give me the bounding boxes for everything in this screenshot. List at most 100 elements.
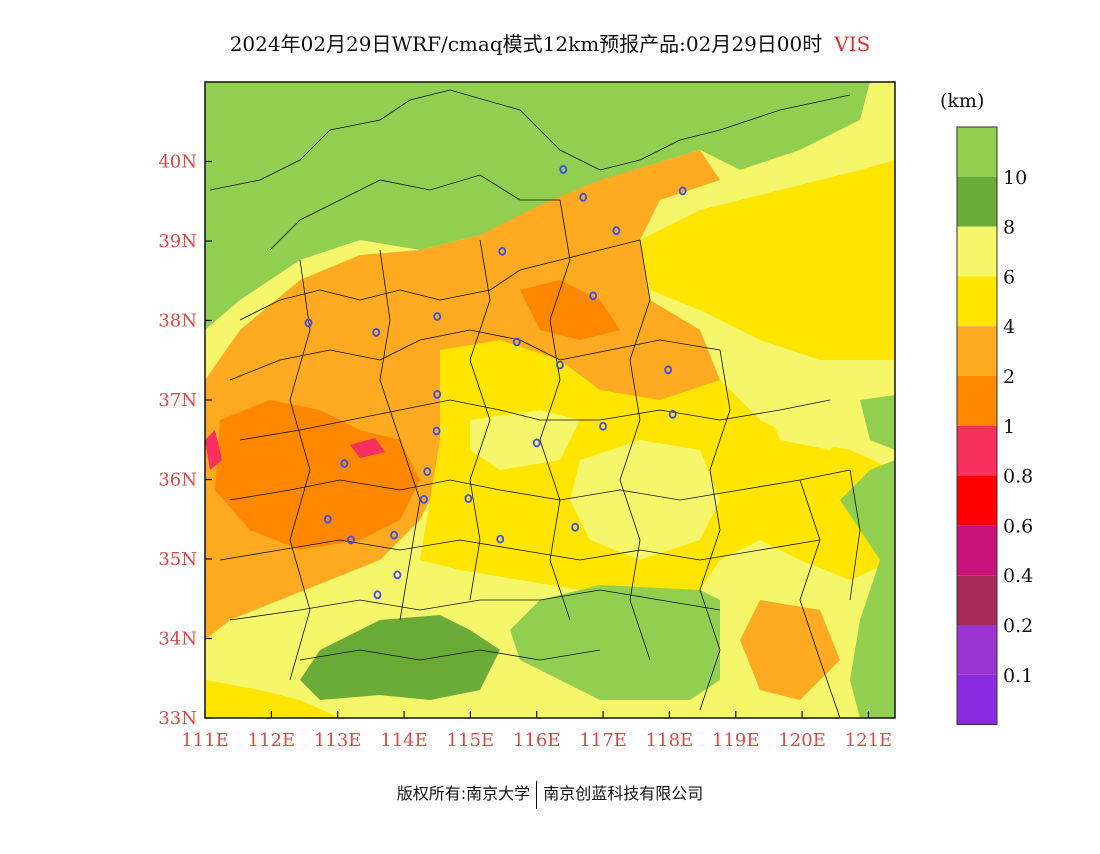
city-marker — [372, 328, 381, 337]
axis-ticks: 111E 112E 113E 114E 115E 116E 117E 118E 119E 120E… — [158, 152, 892, 752]
colorbar-swatch — [957, 127, 997, 177]
lat-tick-label: 33N — [158, 708, 197, 729]
copyright-footer: 版权所有:南京大学 南京创蓝科技有限公司 — [0, 780, 1100, 809]
colorbar-label: 0.1 — [1003, 665, 1033, 687]
lat-tick-label: 34N — [158, 629, 197, 650]
city-marker — [432, 426, 441, 436]
city-marker — [668, 409, 677, 419]
city-marker — [556, 360, 564, 370]
colorbar-label: 4 — [1003, 316, 1015, 338]
visibility-field — [205, 82, 895, 718]
city-marker — [664, 365, 672, 375]
green-zone-coast — [860, 395, 895, 450]
colorbar-swatch — [957, 176, 997, 227]
colorbar-swatch — [957, 575, 997, 625]
paleyellow-interior-2 — [570, 440, 720, 560]
colorbar-label: 0.4 — [1003, 565, 1033, 587]
lat-tick-label: 39N — [158, 231, 197, 252]
lat-tick-label: 38N — [158, 311, 197, 332]
title-main: 2024年02月29日WRF/cmaq模式12km预报产品:02月29日00时 — [229, 32, 823, 56]
paleyellow-northeast — [700, 82, 895, 200]
title-variable: VIS — [834, 32, 871, 56]
lon-tick-label: 111E — [181, 730, 229, 751]
lat-tick-label: 35N — [158, 549, 197, 570]
city-marker — [433, 390, 442, 399]
lon-tick-label: 117E — [579, 730, 627, 751]
lon-tick-label: 112E — [248, 730, 296, 751]
city-marker — [420, 494, 428, 504]
colorbar-swatch — [957, 376, 997, 426]
city-marker — [347, 535, 355, 545]
lat-tick-label: 37N — [158, 390, 197, 411]
city-marker — [496, 534, 505, 544]
green-zone-south — [510, 585, 720, 700]
colorbar-swatch — [957, 625, 997, 675]
lon-tick-label: 119E — [712, 730, 760, 751]
yellow-east — [640, 160, 895, 360]
city-marker — [433, 312, 442, 321]
lon-tick-label: 121E — [845, 730, 893, 751]
yellow-southwest — [205, 680, 340, 718]
city-marker — [390, 530, 398, 540]
darkgreen-zone-south — [300, 615, 500, 700]
admin-boundaries — [209, 89, 861, 718]
colorbar-swatch — [957, 525, 997, 576]
colorbar-label: 2 — [1003, 366, 1015, 388]
colorbar-swatch — [957, 226, 997, 277]
colorbar-swatch — [957, 425, 997, 476]
city-marker — [678, 186, 687, 196]
colorbar-label: 0.8 — [1003, 466, 1033, 488]
city-marker — [393, 570, 402, 580]
city-marker — [559, 165, 568, 174]
city-marker — [323, 514, 332, 524]
green-zone-north — [205, 82, 870, 330]
lon-tick-label: 120E — [778, 730, 826, 751]
lat-tick-label: 36N — [158, 470, 197, 491]
paleyellow-shandong — [760, 380, 860, 450]
colorbar: 10 8 6 4 2 1 0.8 0.6 0.4 0.2 0.1 — [956, 126, 1033, 726]
city-marker — [304, 318, 313, 328]
city-marker — [498, 246, 507, 256]
orange-patch-east — [740, 600, 840, 700]
city-marker — [579, 192, 588, 202]
colorbar-swatch — [957, 326, 997, 376]
city-markers — [304, 165, 687, 600]
green-zone-southeast — [840, 460, 895, 718]
city-marker — [373, 590, 382, 600]
lon-tick-label: 115E — [447, 730, 495, 751]
copyright-left: 版权所有:南京大学 — [396, 784, 531, 803]
city-marker — [532, 438, 541, 448]
colorbar-label: 0.2 — [1003, 615, 1033, 637]
colorbar-label: 1 — [1003, 416, 1015, 438]
city-marker — [423, 467, 432, 476]
map-title: 2024年02月29日WRF/cmaq模式12km预报产品:02月29日00时 V… — [0, 28, 1100, 57]
copyright-right: 南京创蓝科技有限公司 — [543, 784, 704, 803]
city-marker — [571, 522, 580, 532]
colorbar-swatch — [957, 674, 997, 725]
darkorange-patch-west — [215, 400, 420, 550]
darkorange-patch-hebei — [520, 280, 620, 340]
city-marker — [340, 459, 349, 469]
pink-patch-center — [350, 438, 385, 458]
copyright-separator — [536, 780, 538, 809]
lon-tick-label: 113E — [314, 730, 362, 751]
colorbar-frame — [956, 126, 998, 726]
city-marker — [512, 337, 521, 347]
city-marker — [599, 421, 607, 431]
colorbar-label: 0.6 — [1003, 515, 1033, 537]
paleyellow-interior-1 — [470, 410, 580, 470]
lon-tick-label: 118E — [646, 730, 694, 751]
colorbar-swatch — [957, 475, 997, 526]
colorbar-label: 6 — [1003, 266, 1015, 288]
lat-tick-label: 40N — [158, 152, 197, 173]
pink-patch-west — [205, 430, 222, 470]
lon-tick-label: 116E — [513, 730, 561, 751]
colorbar-label: 10 — [1003, 167, 1027, 189]
colorbar-label: 8 — [1003, 217, 1015, 239]
colorbar-unit: (km) — [940, 90, 985, 112]
lon-tick-label: 114E — [380, 730, 428, 751]
city-marker — [464, 494, 473, 503]
city-marker — [612, 226, 621, 236]
